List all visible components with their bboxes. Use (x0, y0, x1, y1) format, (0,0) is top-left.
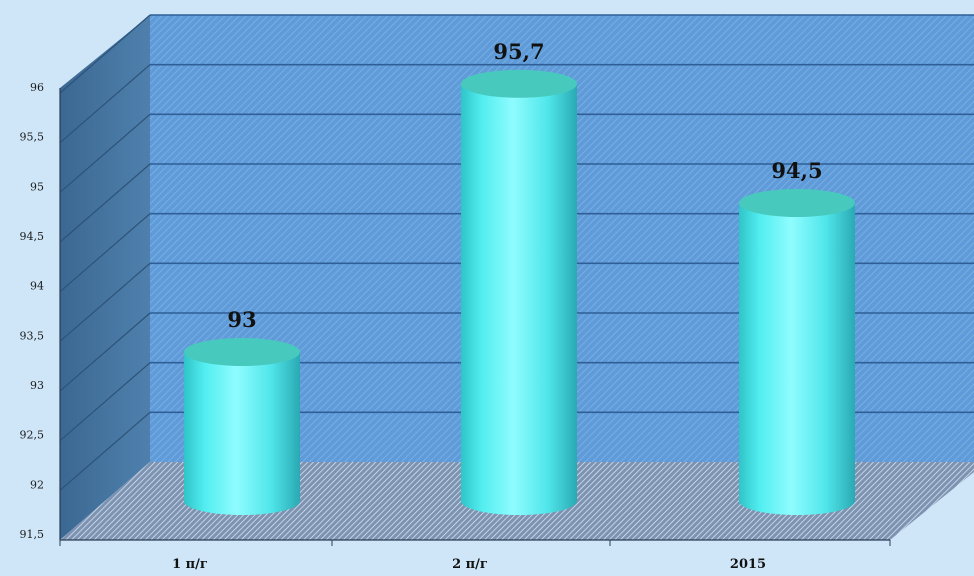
y-tick-label: 93,5 (20, 329, 45, 342)
bar-body (184, 352, 300, 501)
y-tick-label: 94 (30, 280, 44, 293)
bar-top (739, 189, 855, 217)
x-tick-label: 2015 (730, 557, 766, 572)
data-label: 95,7 (493, 39, 544, 64)
x-tick-label: 2 п/г (452, 557, 488, 572)
y-tick-label: 93 (30, 379, 44, 392)
gridline-side (59, 64, 151, 144)
gridline-side (59, 163, 151, 243)
bar-base (184, 487, 300, 515)
y-tick-label: 95,5 (20, 131, 45, 144)
data-label: 93 (227, 307, 256, 332)
bar-base (739, 487, 855, 515)
gridline-side (59, 262, 151, 342)
y-tick-label: 92,5 (20, 429, 45, 442)
bar-body (739, 203, 855, 501)
y-tick-label: 92 (30, 478, 44, 491)
gridline-side (59, 213, 151, 293)
gridline-side (59, 362, 151, 442)
y-tick-label: 96 (30, 81, 44, 94)
gridline-side (59, 113, 151, 193)
y-tick-label: 94,5 (20, 230, 45, 243)
bar-top (184, 338, 300, 366)
gridline-side (59, 312, 151, 392)
bar-top (461, 69, 577, 98)
side-wall (60, 15, 150, 540)
x-tick-label: 1 п/г (172, 557, 208, 572)
y-tick-label: 95 (30, 180, 44, 193)
gridline-side (59, 14, 151, 94)
gridline-side (59, 411, 151, 491)
bar-base (461, 487, 577, 515)
bar (184, 338, 300, 515)
data-label: 94,5 (771, 158, 822, 183)
y-tick-label: 91,5 (20, 528, 45, 541)
bar (461, 69, 577, 515)
bar (739, 189, 855, 515)
bar-body (461, 83, 577, 502)
